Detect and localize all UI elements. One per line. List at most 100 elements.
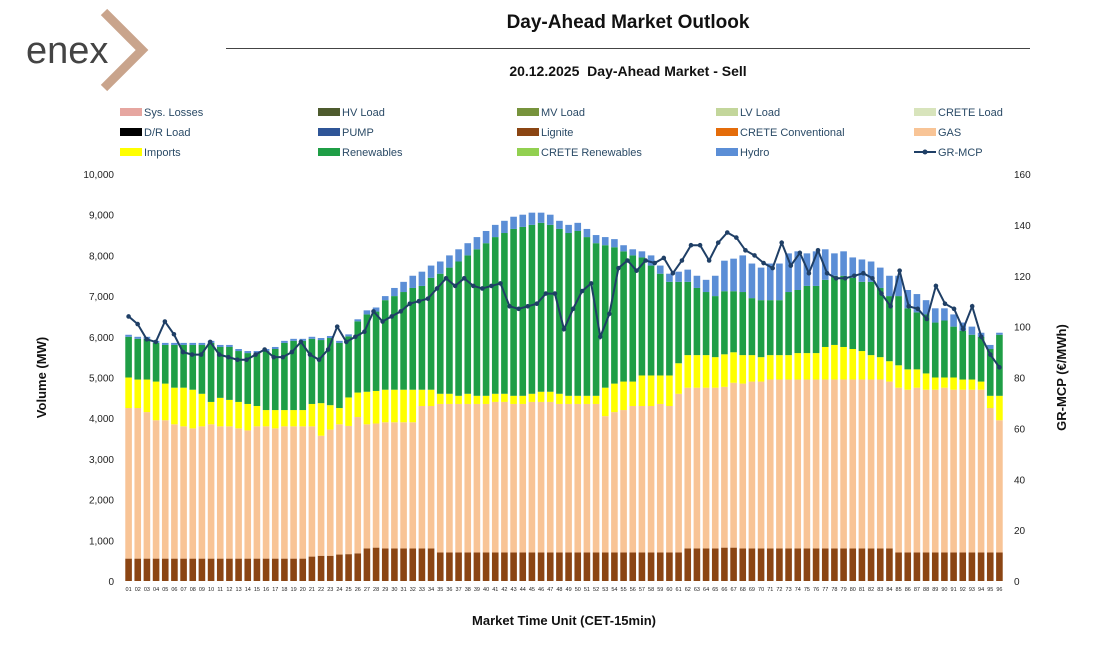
mcp-point-64 [697, 242, 703, 248]
mcp-point-23 [325, 347, 331, 352]
bar-gas-50 [574, 403, 582, 553]
bar-imports-44 [519, 395, 527, 404]
mcp-point-3 [144, 337, 150, 342]
x-tick-label: 07 [181, 587, 187, 593]
mcp-point-89 [924, 316, 930, 322]
x-tick-label: 23 [327, 587, 333, 593]
bar-renewables-21 [308, 338, 316, 404]
bar-hydro-54 [611, 239, 618, 248]
bar-lignite-95 [986, 552, 994, 581]
bar-gas-81 [858, 379, 866, 549]
bar-gas-58 [647, 405, 655, 553]
x-tick-label: 84 [886, 587, 892, 593]
bar-lignite-08 [189, 558, 197, 581]
legend-label-mcp: GR-MCP [938, 147, 983, 159]
bar-hydro-32 [409, 275, 417, 288]
bar-renewables-80 [849, 277, 857, 350]
mcp-point-50 [570, 306, 576, 312]
bar-imports-88 [922, 373, 930, 390]
bar-lignite-64 [702, 548, 710, 581]
bar-gas-39 [473, 403, 481, 553]
bar-lignite-65 [711, 548, 719, 581]
bar-renewables-91 [950, 326, 957, 378]
mcp-point-76 [806, 270, 812, 276]
bar-renewables-39 [473, 249, 481, 396]
legend-swatch-crete_load [914, 108, 936, 116]
x-tick-label: 33 [419, 587, 425, 593]
mcp-point-28 [371, 309, 376, 314]
bar-hydro-17 [271, 346, 279, 350]
mcp-point-79 [833, 275, 839, 281]
x-tick-label: 56 [630, 587, 636, 593]
x-tick-label: 91 [951, 587, 957, 593]
y2-tick-label: 100 [1014, 323, 1031, 334]
mcp-point-69 [743, 248, 748, 253]
bar-lignite-44 [519, 552, 527, 581]
bar-imports-40 [482, 395, 490, 404]
x-tick-label: 73 [786, 587, 792, 593]
bar-lignite-19 [290, 558, 297, 581]
bar-renewables-30 [391, 296, 398, 390]
bar-imports-59 [656, 375, 664, 404]
x-tick-label: 08 [190, 587, 196, 593]
bar-imports-20 [299, 410, 307, 427]
bar-lignite-46 [537, 552, 545, 581]
mcp-point-96 [988, 352, 993, 357]
bar-lignite-37 [455, 552, 462, 581]
mcp-point-26 [353, 334, 358, 340]
bar-renewables-90 [941, 320, 948, 378]
bar-gas-54 [611, 412, 618, 553]
x-tick-label: 15 [254, 587, 260, 593]
bar-lignite-74 [794, 548, 802, 581]
x-tick-label: 41 [492, 587, 498, 593]
mcp-point-41 [489, 283, 494, 289]
bar-imports-79 [840, 346, 847, 380]
bar-hydro-85 [895, 275, 902, 297]
bar-gas-63 [693, 387, 701, 549]
x-tick-label: 02 [135, 587, 141, 593]
bar-hydro-07 [180, 342, 187, 345]
bar-gas-75 [803, 379, 811, 549]
bar-hydro-20 [299, 338, 307, 341]
x-tick-label: 34 [428, 587, 434, 593]
bar-imports-26 [354, 392, 362, 417]
bar-imports-42 [501, 393, 508, 402]
bar-lignite-79 [840, 548, 847, 581]
bar-imports-62 [684, 355, 692, 388]
bar-hydro-21 [308, 336, 316, 339]
bar-lignite-25 [345, 554, 352, 581]
bar-hydro-50 [574, 222, 582, 231]
x-tick-label: 38 [465, 587, 471, 593]
mcp-point-13 [235, 357, 240, 362]
bar-gas-65 [711, 387, 719, 549]
bar-renewables-79 [840, 275, 847, 347]
x-tick-label: 92 [960, 587, 966, 593]
mcp-point-67 [724, 230, 730, 235]
x-tick-label: 17 [272, 587, 278, 593]
y-tick-label: 3,000 [89, 455, 114, 466]
bar-imports-22 [317, 403, 325, 436]
bar-renewables-43 [510, 228, 517, 396]
title-divider [226, 48, 1030, 49]
mcp-point-25 [343, 339, 349, 345]
x-tick-label: 45 [529, 587, 535, 593]
bar-imports-43 [510, 395, 517, 404]
bar-lignite-58 [647, 552, 655, 581]
y2-tick-label: 160 [1014, 170, 1031, 181]
bar-hydro-29 [381, 296, 389, 301]
bar-gas-29 [381, 422, 389, 549]
x-tick-label: 11 [217, 587, 223, 593]
bar-gas-85 [895, 387, 902, 553]
bar-gas-20 [299, 426, 307, 559]
bar-renewables-29 [381, 300, 389, 390]
bar-renewables-46 [537, 222, 545, 392]
bar-imports-83 [876, 357, 884, 380]
x-tick-label: 29 [382, 587, 388, 593]
bar-imports-29 [381, 389, 389, 423]
bar-renewables-57 [638, 257, 646, 376]
bar-renewables-49 [565, 233, 572, 396]
bar-hydro-80 [849, 257, 857, 278]
x-tick-label: 42 [501, 587, 507, 593]
bar-hydro-93 [968, 326, 976, 335]
bar-imports-04 [152, 381, 160, 421]
